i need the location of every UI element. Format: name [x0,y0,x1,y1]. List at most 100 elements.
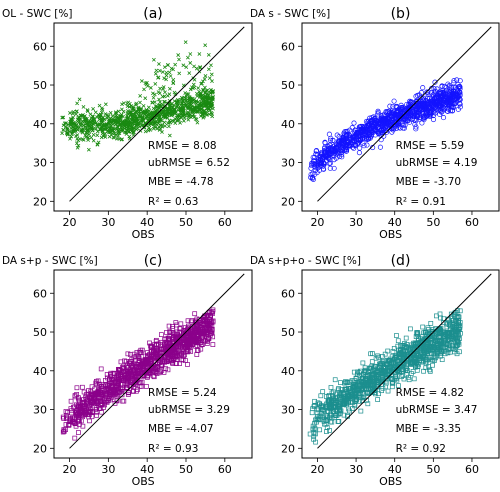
data-point [126,389,131,395]
data-point [121,109,126,114]
data-point [143,129,148,134]
data-point [174,329,179,335]
scatter-points [307,308,463,445]
data-point [90,115,95,119]
data-point [60,131,64,136]
data-point [134,118,138,122]
data-point [420,345,426,350]
data-point [172,90,177,95]
data-point [450,343,455,349]
data-point [72,435,78,441]
data-point [413,124,419,130]
data-point [83,114,87,118]
data-point [319,413,325,419]
data-point [370,372,376,378]
data-point [161,370,167,375]
data-point [146,128,151,133]
data-point [457,327,462,332]
data-point [315,165,321,171]
data-point [161,342,167,348]
data-point [181,99,186,103]
data-point [199,100,204,105]
data-point [76,127,80,132]
data-point [406,344,411,350]
data-point [371,388,377,394]
data-point [345,143,351,149]
data-point [122,119,127,124]
data-point [190,86,195,91]
data-point [349,378,355,383]
data-point [162,99,166,104]
data-point [85,108,90,112]
data-point [317,160,323,166]
data-point [153,105,158,109]
data-point [331,165,337,171]
data-point [72,421,78,427]
y-tick-label: 60 [33,40,47,53]
data-point [332,415,337,420]
data-point [407,101,413,107]
data-point [334,132,340,138]
data-point [376,124,382,130]
data-point [354,136,360,142]
data-point [432,358,437,363]
data-point [161,109,165,114]
data-point [75,101,79,106]
data-point [440,349,445,354]
data-point [144,107,149,112]
data-point [385,388,391,394]
data-point [118,359,124,365]
data-point [456,329,461,335]
data-point [129,373,135,379]
data-point [450,318,456,323]
data-point [177,361,182,366]
data-point [119,388,124,394]
data-point [148,85,153,90]
data-point [125,116,130,121]
data-point [130,121,135,126]
data-point [96,381,102,387]
data-point [152,100,157,105]
data-point [107,134,112,139]
data-point [185,105,190,109]
data-point [121,128,125,133]
data-point [112,127,117,131]
stat-label: R² = 0.63 [148,196,198,208]
data-point [88,399,94,405]
data-point [435,345,441,351]
data-point [169,113,174,118]
data-point [396,383,401,388]
data-point [437,108,444,114]
data-point [330,394,336,400]
data-point [199,341,205,347]
data-point [363,367,368,373]
data-point [163,124,167,128]
data-point [173,62,178,67]
data-point [182,95,187,100]
data-point [409,371,414,376]
data-point [173,117,178,121]
data-point [438,315,443,321]
data-point [77,413,83,418]
data-point [369,371,375,377]
data-point [385,120,392,126]
data-point [153,108,158,113]
data-point [361,393,367,399]
data-point [427,355,433,360]
data-point [427,368,433,374]
y-tick-label: 50 [33,79,47,92]
data-point [187,95,192,99]
data-point [138,350,143,356]
data-point [110,118,115,123]
data-point [328,411,334,417]
y-axis-label: DA s - SWC [%] [250,8,330,20]
data-point [449,99,455,105]
data-point [394,103,400,109]
data-point [393,376,399,381]
data-point [75,117,80,122]
x-axis-label: OBS [379,228,402,241]
data-point [170,324,175,329]
data-point [65,128,70,132]
data-point [322,150,328,156]
data-point [164,330,169,335]
